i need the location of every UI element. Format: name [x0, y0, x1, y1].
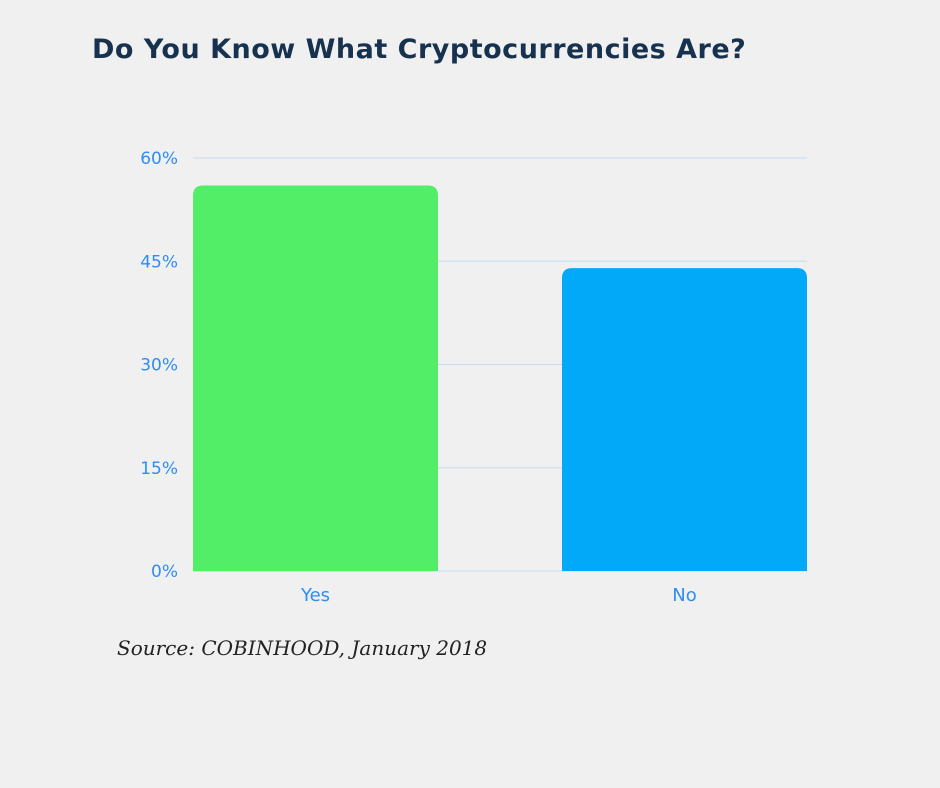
bar-no — [562, 268, 807, 571]
x-category-label: No — [672, 585, 696, 606]
y-tick-label: 60% — [140, 149, 178, 169]
y-tick-label: 30% — [140, 356, 178, 376]
y-tick-label: 45% — [140, 252, 178, 272]
source-note: Source: COBINHOOD, January 2018 — [117, 636, 488, 660]
y-tick-label: 15% — [140, 459, 178, 479]
y-tick-label: 0% — [151, 562, 178, 582]
bar-yes — [193, 185, 438, 572]
chart-title: Do You Know What Cryptocurrencies Are? — [92, 34, 747, 65]
x-category-label: Yes — [300, 585, 330, 606]
